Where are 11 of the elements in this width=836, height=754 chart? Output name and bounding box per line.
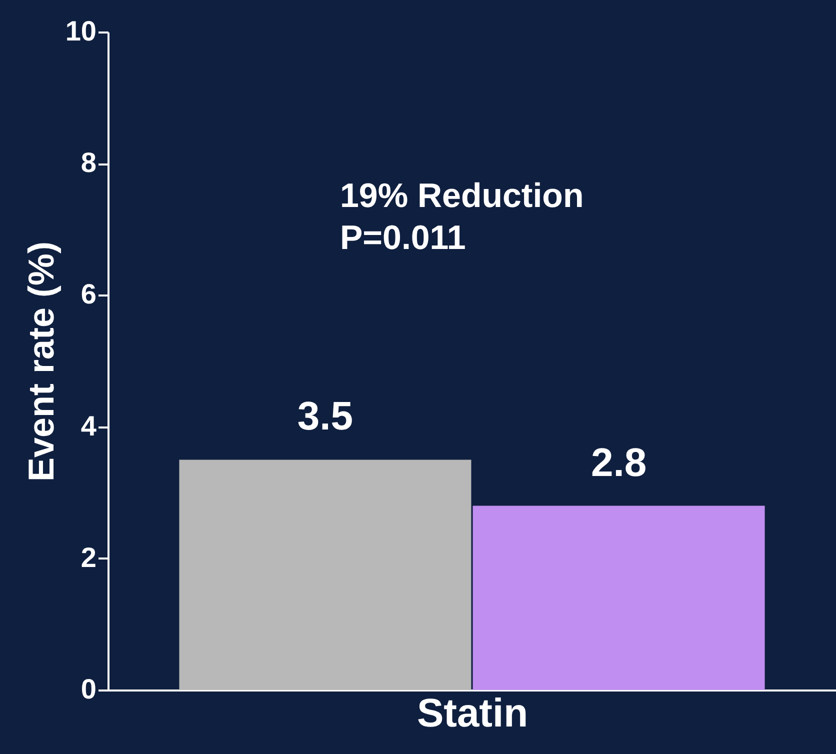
- x-axis-title: Statin: [416, 692, 528, 736]
- y-axis-title: Event rate (%): [20, 241, 62, 482]
- y-tick-label: 6: [80, 278, 96, 310]
- y-tick-label: 4: [80, 410, 97, 442]
- y-tick-label: 8: [80, 147, 96, 178]
- annotation: 19% Reduction P=0.011: [340, 177, 584, 257]
- y-tick-label: 2: [80, 542, 96, 573]
- y-tick-label: 0: [80, 674, 96, 704]
- data-label: 2.8: [590, 440, 647, 485]
- data-label: 3.5: [297, 394, 354, 439]
- y-tick-label: 10: [65, 16, 96, 46]
